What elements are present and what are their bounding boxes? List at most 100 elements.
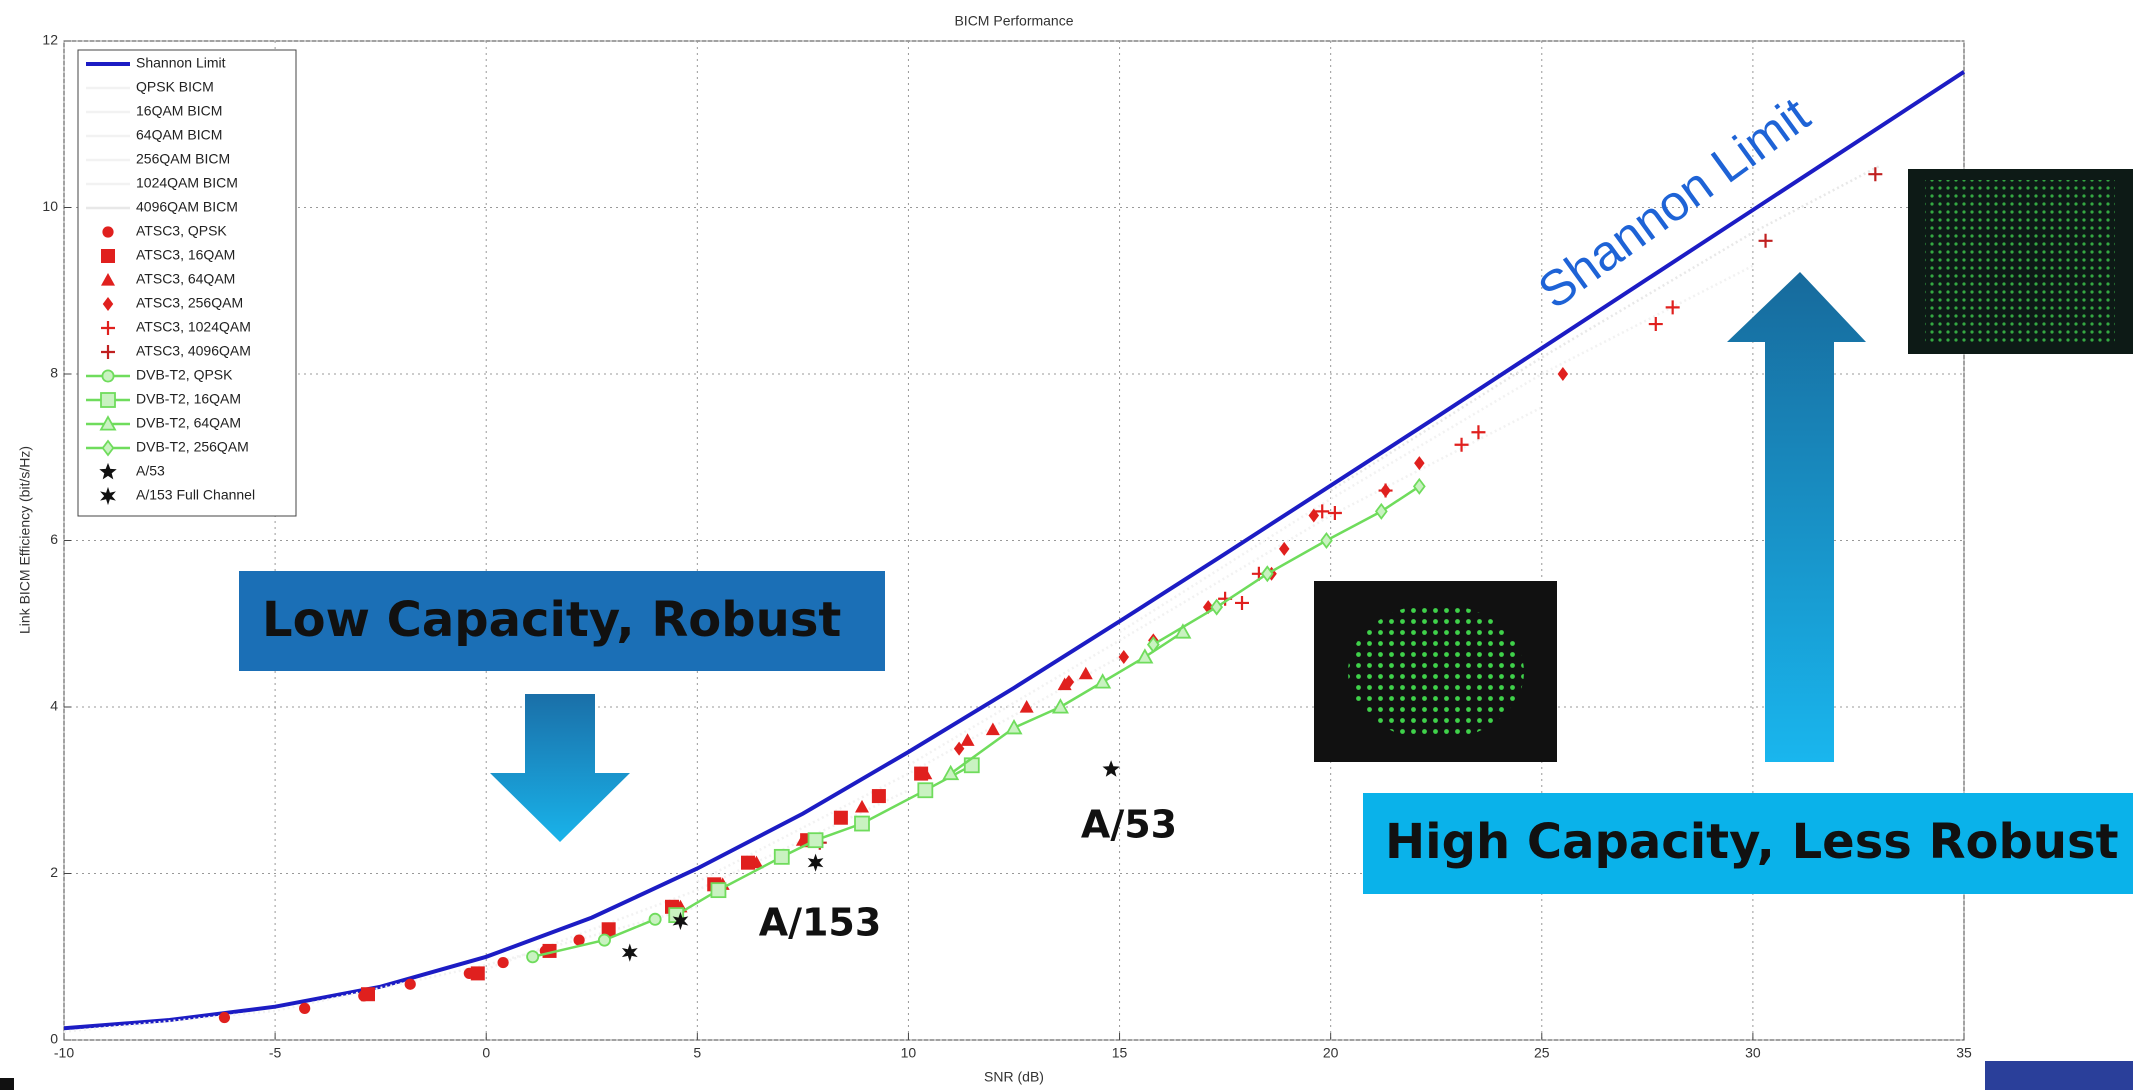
x-tick-label: 20 <box>1323 1045 1339 1061</box>
marker <box>1005 718 1023 735</box>
up-arrow <box>1727 272 1866 762</box>
marker <box>1315 504 1330 519</box>
marker <box>601 922 616 937</box>
marker <box>1094 673 1112 689</box>
marker <box>573 934 585 946</box>
marker <box>1412 477 1426 495</box>
marker <box>672 911 689 931</box>
marker <box>621 943 638 962</box>
marker <box>942 764 960 781</box>
series-line <box>1330 164 1881 492</box>
callout-text: Low Capacity, Robust <box>262 592 841 648</box>
series-line <box>63 905 698 1033</box>
y-tick-label: 12 <box>42 32 58 48</box>
legend-label: A/53 <box>136 463 165 479</box>
marker <box>1146 636 1160 654</box>
legend-marker <box>99 415 117 431</box>
marker <box>526 950 540 964</box>
y-tick-label: 0 <box>50 1031 58 1047</box>
legend-label: QPSK BICM <box>136 79 214 95</box>
legend-marker <box>99 462 117 480</box>
y-tick-label: 6 <box>50 531 58 547</box>
marker <box>1118 650 1130 665</box>
legend-marker <box>101 273 115 286</box>
marker <box>833 810 848 825</box>
legend-marker <box>101 439 115 457</box>
down-arrow <box>490 694 630 842</box>
point-label: A/53 <box>1081 803 1177 847</box>
legend-marker <box>102 226 114 238</box>
marker <box>807 853 824 872</box>
marker <box>1414 456 1425 471</box>
marker <box>854 815 870 832</box>
marker <box>1378 483 1393 498</box>
marker <box>1210 598 1224 616</box>
x-tick-label: 0 <box>482 1045 490 1061</box>
corner-logo <box>0 1078 14 1090</box>
series-line <box>63 70 1966 1031</box>
legend-label: 16QAM BICM <box>136 103 222 119</box>
marker <box>1260 565 1274 583</box>
marker <box>807 832 824 849</box>
y-tick-label: 8 <box>50 365 58 381</box>
y-tick-label: 10 <box>42 198 58 214</box>
legend-label: DVB-T2, 64QAM <box>136 415 241 431</box>
constellation-image <box>1314 581 1557 762</box>
x-tick-label: 25 <box>1534 1045 1550 1061</box>
legend-label: 64QAM BICM <box>136 127 222 143</box>
marker <box>985 722 1000 736</box>
marker <box>1758 233 1773 248</box>
marker <box>917 782 934 799</box>
marker <box>710 882 727 899</box>
y-axis-label: Link BICM Efficiency (bit/s/Hz) <box>17 446 33 634</box>
marker <box>953 741 965 756</box>
x-tick-label: -5 <box>269 1045 282 1061</box>
legend-label: Shannon Limit <box>136 55 226 71</box>
legend-label: ATSC3, 256QAM <box>136 295 243 311</box>
marker <box>404 978 416 990</box>
marker <box>1374 502 1388 520</box>
marker <box>918 766 933 780</box>
legend-marker <box>101 321 115 335</box>
y-tick-label: 4 <box>50 698 58 714</box>
legend-label: DVB-T2, 256QAM <box>136 439 249 455</box>
marker <box>1063 675 1075 690</box>
marker <box>855 799 869 813</box>
legend-label: 4096QAM BICM <box>136 199 238 215</box>
callout-text: High Capacity, Less Robust <box>1385 814 2119 870</box>
marker <box>749 855 764 869</box>
x-tick-label: 35 <box>1956 1045 1972 1061</box>
marker <box>1051 698 1069 714</box>
x-tick-label: 5 <box>693 1045 701 1061</box>
legend-marker <box>101 369 115 383</box>
marker <box>1136 648 1154 664</box>
marker <box>1648 317 1663 332</box>
callout-box <box>239 571 885 671</box>
marker <box>597 933 611 947</box>
marker <box>218 1011 231 1024</box>
image-dots <box>1925 180 2115 342</box>
legend-label: DVB-T2, 16QAM <box>136 391 241 407</box>
marker <box>648 912 662 926</box>
point-label: A/153 <box>759 901 882 945</box>
marker <box>1235 595 1249 610</box>
marker <box>361 987 375 1002</box>
x-tick-label: 10 <box>901 1045 917 1061</box>
x-tick-label: -10 <box>54 1045 74 1061</box>
corner-logo <box>1985 1061 2133 1090</box>
legend-box <box>77 49 297 517</box>
x-tick-label: 15 <box>1112 1045 1128 1061</box>
legend-marker <box>101 345 115 359</box>
legend-label: DVB-T2, QPSK <box>136 367 233 383</box>
callout-box <box>1363 793 2133 894</box>
marker <box>1471 425 1486 440</box>
y-tick-label: 2 <box>50 864 58 880</box>
marker <box>871 789 886 804</box>
legend-label: A/153 Full Channel <box>136 487 255 503</box>
marker <box>1665 300 1680 315</box>
legend-label: ATSC3, QPSK <box>136 223 227 239</box>
legend: Shannon Limit QPSK BICM 16QAM BICM 64QAM BI… <box>77 49 297 517</box>
x-axis-label: SNR (dB) <box>984 1069 1044 1085</box>
